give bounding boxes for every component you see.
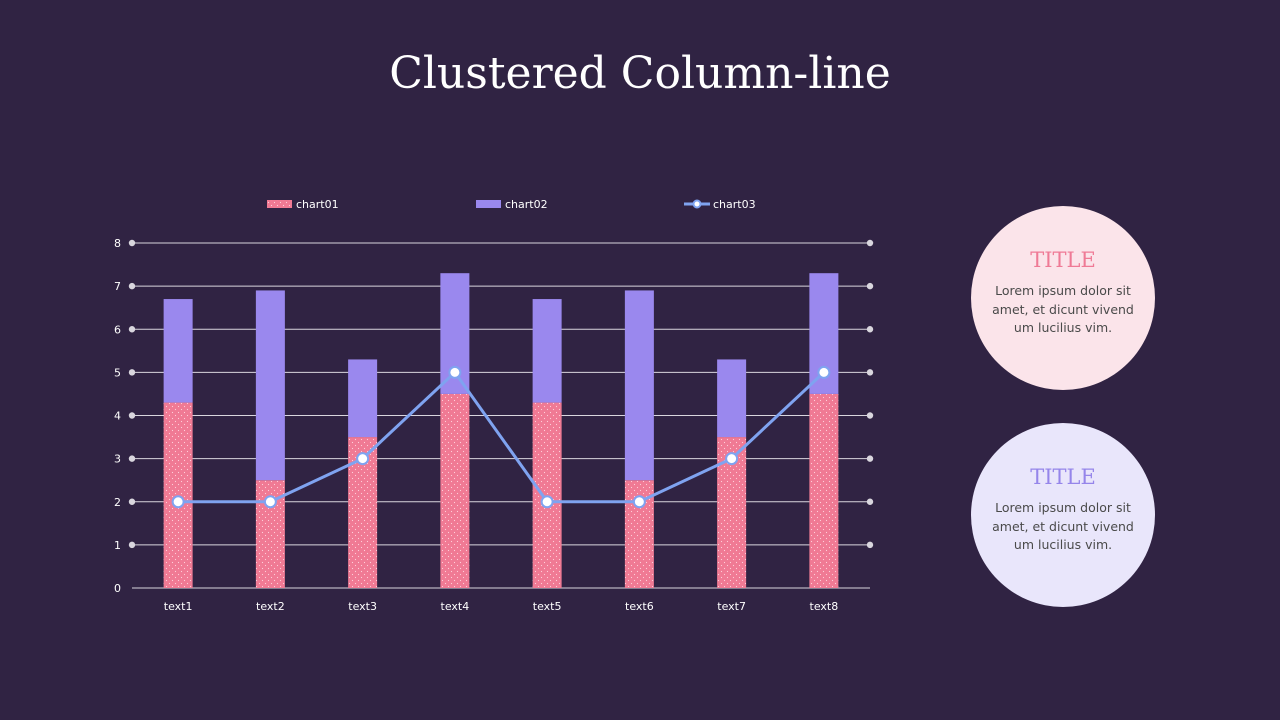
axis-dot-right xyxy=(866,369,874,376)
axis-dot-right xyxy=(866,498,874,505)
slide-title: Clustered Column-line xyxy=(389,48,891,99)
x-tick-label: text8 xyxy=(810,600,839,613)
axis-dot-left xyxy=(128,412,136,419)
x-tick-label: text3 xyxy=(348,600,377,613)
line-chart03 xyxy=(178,370,825,504)
axis-dot-left xyxy=(128,541,136,549)
line-point-chart03 xyxy=(356,452,370,466)
axis-dot-right xyxy=(866,541,874,549)
bar-chart01 xyxy=(809,393,839,588)
axis-dot-left xyxy=(128,239,136,247)
line-point-chart03 xyxy=(632,495,646,509)
bar-chart02 xyxy=(348,359,378,438)
legend-swatch-chart01 xyxy=(267,200,292,208)
line-point-chart03 xyxy=(171,495,185,509)
line-point-chart03 xyxy=(448,365,462,379)
card-body: Lorem ipsum dolor sit amet, et dicunt vi… xyxy=(992,283,1134,335)
legend-label: chart02 xyxy=(505,198,548,211)
axis-dot-left xyxy=(128,455,136,462)
x-tick-label: text1 xyxy=(164,600,193,613)
bar-chart02 xyxy=(255,290,285,481)
bar-chart02 xyxy=(532,299,562,403)
y-tick-label: 2 xyxy=(114,496,121,509)
legend-swatch-chart02 xyxy=(476,200,501,208)
legend-label: chart01 xyxy=(296,198,339,211)
axis-dot-right xyxy=(866,239,874,247)
line-point-chart03 xyxy=(817,365,831,379)
axis-dot-left xyxy=(128,369,136,376)
bar-chart02 xyxy=(163,299,193,403)
bar-chart01 xyxy=(440,393,470,588)
y-tick-label: 1 xyxy=(114,539,121,552)
axis-dot-left xyxy=(128,282,136,290)
card-title: TITLE xyxy=(1030,248,1096,272)
y-tick-label: 0 xyxy=(114,582,121,595)
axis-dot-right xyxy=(866,412,874,419)
legend-label: chart03 xyxy=(713,198,756,211)
axis-dot-right xyxy=(866,282,874,290)
line-point-chart03 xyxy=(540,495,554,509)
y-tick-label: 5 xyxy=(114,366,121,379)
axis-dot-left xyxy=(128,498,136,505)
x-tick-label: text2 xyxy=(256,600,285,613)
x-tick-label: text7 xyxy=(717,600,746,613)
info-card-purple: TITLE Lorem ipsum dolor sit amet, et dic… xyxy=(971,423,1155,607)
line-point-chart03 xyxy=(725,452,739,466)
card-title: TITLE xyxy=(1030,465,1096,489)
y-tick-label: 4 xyxy=(114,410,121,423)
x-tick-label: text4 xyxy=(441,600,470,613)
y-tick-label: 3 xyxy=(114,453,121,466)
bar-chart02 xyxy=(624,290,654,481)
y-tick-label: 8 xyxy=(114,237,121,250)
bar-chart02 xyxy=(717,359,747,438)
card-body: Lorem ipsum dolor sit amet, et dicunt vi… xyxy=(992,500,1134,552)
legend-marker xyxy=(692,199,702,209)
line-point-chart03 xyxy=(263,495,277,509)
x-tick-label: text5 xyxy=(533,600,562,613)
x-tick-label: text6 xyxy=(625,600,654,613)
info-card-pink: TITLE Lorem ipsum dolor sit amet, et dic… xyxy=(971,206,1155,390)
y-tick-label: 6 xyxy=(114,323,121,336)
axis-dot-right xyxy=(866,455,874,462)
y-tick-label: 7 xyxy=(114,280,121,293)
axis-dot-left xyxy=(128,326,136,333)
axis-dot-right xyxy=(866,326,874,333)
